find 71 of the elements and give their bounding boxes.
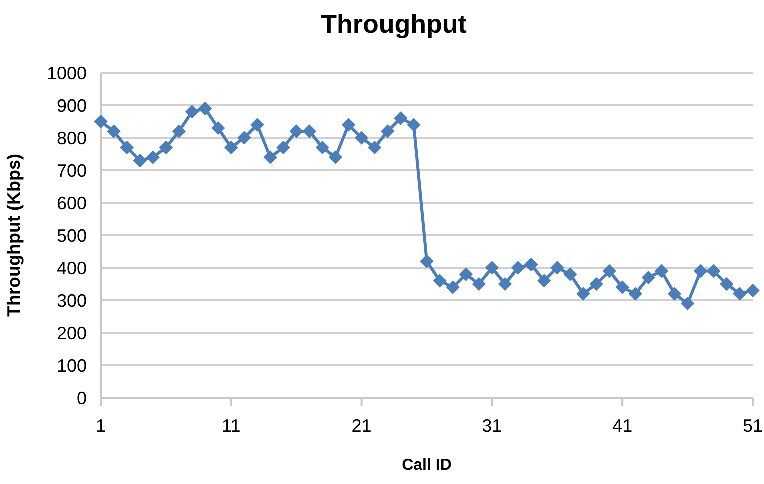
point xyxy=(146,150,160,164)
point xyxy=(720,277,734,292)
point xyxy=(550,261,564,275)
x-tick-label: 31 xyxy=(482,416,502,436)
x-tick-label: 1 xyxy=(96,416,106,436)
point xyxy=(107,124,121,138)
point xyxy=(224,140,238,155)
y-tick-label: 600 xyxy=(56,193,87,214)
point xyxy=(576,287,590,301)
y-tick-label: 500 xyxy=(56,226,87,246)
point xyxy=(733,287,747,301)
point xyxy=(616,280,630,294)
point xyxy=(264,150,278,164)
point xyxy=(302,124,316,138)
point xyxy=(680,296,695,311)
point xyxy=(407,118,421,132)
point xyxy=(538,274,552,288)
point xyxy=(394,112,408,126)
point xyxy=(694,264,708,278)
point xyxy=(133,154,147,168)
point xyxy=(120,140,134,155)
point xyxy=(159,140,174,155)
point xyxy=(707,264,721,278)
y-tick-label: 800 xyxy=(56,128,87,148)
point xyxy=(238,131,252,145)
x-axis-title: Call ID xyxy=(402,457,452,474)
point xyxy=(654,264,669,278)
point xyxy=(354,131,369,145)
point xyxy=(328,150,343,164)
point xyxy=(459,268,473,282)
point xyxy=(668,287,682,301)
point xyxy=(498,277,512,292)
x-tick-label: 21 xyxy=(352,416,372,436)
point xyxy=(94,114,108,129)
point xyxy=(433,274,447,288)
y-tick-label: 1000 xyxy=(46,63,87,84)
point xyxy=(628,287,642,301)
point xyxy=(198,102,212,116)
x-tick-label: 41 xyxy=(612,416,633,436)
point xyxy=(511,261,526,275)
point xyxy=(381,124,395,138)
y-tick-label: 900 xyxy=(56,96,87,116)
point xyxy=(472,277,486,292)
point xyxy=(172,124,186,138)
point xyxy=(212,121,226,136)
y-tick-label: 100 xyxy=(56,356,87,376)
point xyxy=(446,280,460,294)
y-tick-label: 200 xyxy=(56,323,87,344)
point xyxy=(250,118,264,132)
point xyxy=(564,268,578,282)
y-tick-label: 700 xyxy=(56,160,87,181)
point xyxy=(602,264,616,278)
point xyxy=(368,140,382,155)
point xyxy=(316,140,330,155)
y-axis-title: Throughput (Kbps) xyxy=(4,154,24,317)
y-tick-label: 300 xyxy=(56,290,87,311)
point xyxy=(420,254,434,268)
x-tick-label: 11 xyxy=(222,416,241,436)
point xyxy=(342,118,356,132)
point xyxy=(276,140,290,155)
y-tick-label: 400 xyxy=(56,258,87,278)
chart-title: Throughput xyxy=(321,9,468,39)
x-tick-label: 51 xyxy=(742,416,764,436)
point xyxy=(290,124,304,138)
point xyxy=(524,258,538,272)
point xyxy=(590,277,604,292)
point xyxy=(642,270,656,285)
y-tick-label: 0 xyxy=(76,388,87,408)
point xyxy=(485,261,500,275)
point xyxy=(746,284,760,298)
point xyxy=(185,105,200,119)
